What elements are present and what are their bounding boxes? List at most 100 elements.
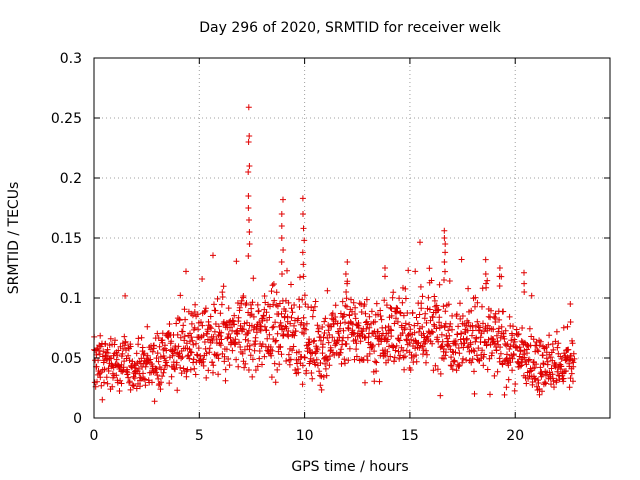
- data-point: [441, 227, 448, 234]
- data-point: [470, 347, 477, 354]
- data-point: [278, 351, 285, 358]
- data-point: [449, 366, 456, 373]
- data-point: [103, 374, 110, 381]
- data-point: [378, 316, 385, 323]
- data-point: [140, 375, 147, 382]
- data-point: [514, 331, 521, 338]
- data-point: [168, 338, 175, 345]
- data-point: [353, 353, 360, 360]
- data-point: [315, 325, 322, 332]
- data-point: [323, 357, 330, 364]
- data-point: [366, 350, 373, 357]
- data-point: [181, 306, 188, 313]
- data-point: [336, 334, 343, 341]
- data-point: [501, 391, 508, 398]
- data-point: [436, 314, 443, 321]
- data-point: [352, 311, 358, 317]
- data-point: [249, 299, 256, 306]
- data-point: [292, 367, 299, 373]
- data-point: [233, 356, 240, 363]
- data-point: [290, 329, 296, 336]
- data-point: [218, 336, 225, 343]
- data-point: [255, 307, 262, 314]
- data-point: [271, 360, 278, 367]
- data-point: [469, 327, 476, 334]
- data-point: [504, 351, 510, 358]
- data-point: [507, 359, 514, 366]
- data-point: [301, 292, 308, 299]
- data-point: [541, 379, 548, 386]
- data-point: [292, 328, 299, 335]
- data-point: [413, 314, 420, 321]
- data-point: [510, 323, 516, 330]
- data-point: [280, 332, 287, 339]
- data-point: [254, 363, 261, 370]
- data-point: [533, 361, 540, 368]
- data-point: [567, 375, 574, 382]
- data-point: [266, 331, 273, 338]
- data-point: [173, 320, 180, 327]
- data-point: [180, 365, 187, 372]
- data-point: [426, 265, 433, 272]
- data-point: [271, 297, 278, 304]
- data-point: [316, 368, 323, 375]
- x-tick-label: 0: [90, 428, 99, 444]
- data-point: [157, 386, 164, 393]
- data-point: [269, 282, 276, 289]
- data-point: [404, 310, 411, 316]
- data-point: [374, 328, 381, 335]
- data-point: [276, 300, 283, 307]
- data-point: [122, 292, 129, 299]
- data-point: [381, 297, 388, 304]
- data-point: [525, 357, 532, 364]
- data-point: [486, 355, 493, 362]
- data-point: [97, 374, 104, 381]
- data-point: [382, 352, 389, 359]
- data-point: [303, 320, 310, 327]
- data-point: [175, 343, 182, 350]
- data-point: [231, 321, 238, 328]
- data-point: [391, 320, 398, 327]
- data-point: [469, 332, 475, 339]
- data-point: [118, 380, 125, 387]
- data-point: [272, 338, 279, 345]
- data-point: [289, 347, 296, 354]
- data-point: [555, 340, 562, 347]
- data-point: [291, 332, 298, 339]
- data-point: [517, 347, 524, 354]
- data-point: [190, 341, 197, 348]
- data-point: [489, 350, 496, 356]
- data-point: [509, 332, 516, 339]
- y-axis-label: SRMTID / TECUs: [6, 182, 22, 295]
- data-point: [270, 281, 277, 287]
- data-point: [437, 392, 444, 399]
- data-point: [295, 369, 302, 376]
- data-point: [526, 325, 533, 332]
- data-point: [456, 350, 463, 357]
- data-point: [286, 361, 293, 368]
- data-point: [192, 301, 199, 308]
- data-point: [363, 325, 370, 332]
- data-point: [180, 322, 187, 329]
- data-point: [278, 322, 285, 329]
- data-point: [567, 301, 574, 307]
- data-point: [452, 349, 459, 356]
- data-point: [210, 362, 217, 369]
- data-point: [188, 334, 195, 341]
- data-point: [484, 366, 491, 373]
- data-point: [204, 330, 210, 337]
- data-point: [423, 347, 429, 354]
- data-point: [351, 356, 358, 363]
- data-point: [286, 357, 293, 363]
- x-axis-label: GPS time / hours: [291, 459, 408, 475]
- data-point: [471, 390, 478, 397]
- data-point: [400, 354, 407, 361]
- data-point: [473, 335, 480, 342]
- data-point: [376, 378, 383, 385]
- data-point: [343, 303, 350, 310]
- data-point: [560, 324, 567, 331]
- data-point: [273, 289, 280, 296]
- data-point: [194, 352, 201, 359]
- data-point: [397, 310, 404, 317]
- data-point: [302, 326, 309, 333]
